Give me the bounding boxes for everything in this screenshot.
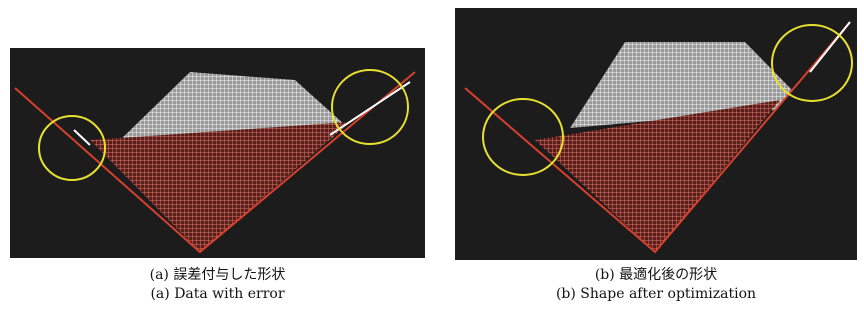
page: (a) 誤差付与した形状 (a) Data with error (b) 最適化… (0, 0, 864, 320)
caption-ja: (b) 最適化後の形状 (455, 264, 857, 284)
image-b (455, 8, 857, 260)
caption-ja: (a) 誤差付与した形状 (10, 264, 425, 284)
caption-en: (a) Data with error (10, 286, 425, 302)
image-a (10, 48, 425, 258)
caption-en: (b) Shape after optimization (455, 286, 857, 302)
